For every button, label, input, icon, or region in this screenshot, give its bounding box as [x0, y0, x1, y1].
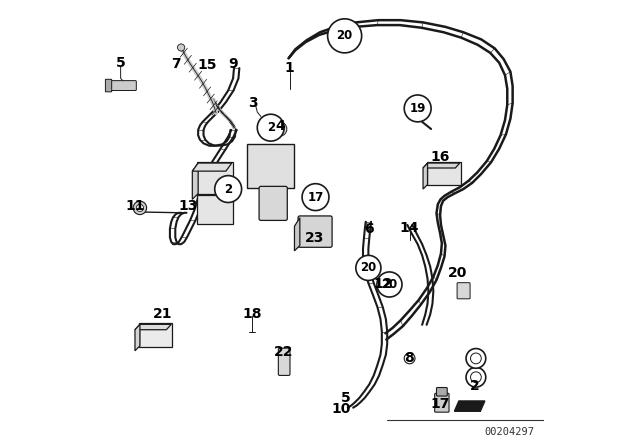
Text: 11: 11	[125, 199, 145, 213]
Polygon shape	[192, 163, 232, 171]
Text: 2: 2	[224, 182, 232, 196]
Circle shape	[214, 176, 241, 202]
Circle shape	[470, 372, 481, 383]
Text: 12: 12	[373, 277, 392, 292]
FancyBboxPatch shape	[427, 162, 461, 185]
Text: 6: 6	[364, 222, 374, 237]
FancyBboxPatch shape	[197, 162, 232, 194]
Polygon shape	[423, 163, 460, 168]
Text: 19: 19	[410, 102, 426, 115]
Polygon shape	[423, 163, 428, 189]
Text: 22: 22	[273, 345, 293, 359]
Text: 2: 2	[470, 379, 479, 393]
Text: 15: 15	[197, 58, 217, 72]
Text: 8: 8	[404, 350, 413, 365]
Text: 7: 7	[171, 56, 180, 71]
Text: 18: 18	[242, 307, 262, 322]
Circle shape	[404, 353, 415, 364]
Circle shape	[466, 349, 486, 368]
FancyBboxPatch shape	[457, 283, 470, 299]
FancyBboxPatch shape	[435, 393, 449, 412]
FancyBboxPatch shape	[197, 195, 232, 224]
Polygon shape	[454, 401, 485, 411]
Polygon shape	[135, 324, 172, 330]
FancyBboxPatch shape	[436, 388, 447, 396]
Text: 23: 23	[305, 231, 324, 246]
Text: 2: 2	[267, 121, 275, 134]
Polygon shape	[192, 163, 198, 199]
Text: 4: 4	[276, 119, 285, 134]
Text: 20: 20	[381, 278, 397, 291]
Circle shape	[133, 201, 147, 215]
Circle shape	[377, 272, 402, 297]
Circle shape	[302, 184, 329, 211]
Text: 00204297: 00204297	[484, 427, 534, 437]
Text: 17: 17	[307, 190, 324, 204]
Text: 5: 5	[341, 391, 351, 405]
Text: 9: 9	[228, 56, 237, 71]
Text: 20: 20	[337, 29, 353, 43]
Text: 5: 5	[116, 56, 125, 70]
Circle shape	[177, 44, 185, 51]
FancyBboxPatch shape	[248, 144, 294, 188]
Polygon shape	[294, 218, 300, 251]
Circle shape	[328, 19, 362, 53]
Polygon shape	[135, 324, 140, 351]
Text: 1: 1	[285, 61, 294, 75]
Circle shape	[466, 367, 486, 387]
Text: 20: 20	[448, 266, 468, 280]
Circle shape	[273, 122, 287, 136]
FancyBboxPatch shape	[106, 79, 111, 92]
Text: 14: 14	[400, 221, 419, 236]
Circle shape	[413, 104, 422, 113]
Circle shape	[136, 204, 143, 211]
Circle shape	[470, 353, 481, 364]
Text: 3: 3	[248, 96, 258, 110]
Text: 13: 13	[178, 199, 198, 213]
Circle shape	[356, 255, 381, 280]
Text: 21: 21	[152, 307, 172, 322]
FancyBboxPatch shape	[298, 216, 332, 247]
FancyBboxPatch shape	[139, 323, 172, 347]
Circle shape	[257, 114, 284, 141]
Text: 17: 17	[430, 397, 450, 411]
Text: 20: 20	[360, 261, 376, 275]
FancyBboxPatch shape	[108, 81, 136, 90]
Text: 16: 16	[430, 150, 450, 164]
Circle shape	[404, 95, 431, 122]
Text: 10: 10	[332, 401, 351, 416]
FancyBboxPatch shape	[278, 348, 290, 375]
FancyBboxPatch shape	[259, 186, 287, 220]
